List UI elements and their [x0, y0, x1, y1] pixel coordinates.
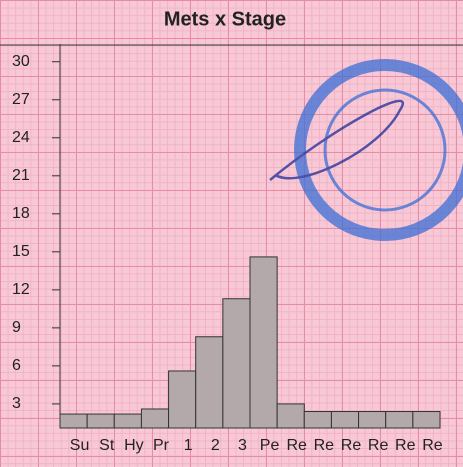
- bar: [385, 411, 414, 429]
- bar: [412, 411, 441, 429]
- x-tick-label: Re: [395, 437, 416, 454]
- bar: [195, 336, 224, 429]
- y-tick-label: 6: [12, 357, 21, 374]
- x-tick-label: Hy: [124, 437, 144, 454]
- y-tick-label: 21: [12, 167, 30, 184]
- bar: [330, 411, 360, 429]
- x-tick-label: Re: [422, 437, 443, 454]
- stamp: [269, 59, 463, 241]
- bar: [59, 413, 88, 429]
- bar: [249, 256, 278, 429]
- y-tick-label: 30: [12, 53, 30, 70]
- x-tick-label: Su: [70, 437, 90, 454]
- x-tick-label: Re: [368, 437, 389, 454]
- x-tick-label: Re: [286, 437, 307, 454]
- x-tick-label: Pr: [153, 437, 170, 454]
- bar: [168, 370, 197, 429]
- x-tick-label: 2: [211, 437, 220, 454]
- bar: [303, 411, 332, 429]
- bar: [222, 298, 251, 429]
- bar: [140, 408, 170, 429]
- x-tick-label: Pe: [260, 437, 280, 454]
- y-tick-label: 9: [12, 319, 21, 336]
- y-tick-label: 27: [12, 91, 30, 108]
- bar: [113, 413, 142, 429]
- y-tick-label: 3: [12, 395, 21, 412]
- bar: [86, 413, 115, 429]
- x-tick-label: St: [99, 437, 115, 454]
- x-tick-label: 1: [184, 437, 193, 454]
- x-tick-label: Re: [314, 437, 335, 454]
- bar: [276, 403, 305, 429]
- bar: [358, 411, 387, 429]
- y-tick-label: 12: [12, 281, 30, 298]
- y-tick-label: 24: [12, 129, 30, 146]
- x-tick-label: 3: [238, 437, 247, 454]
- x-tick-label: Re: [341, 437, 362, 454]
- y-tick-label: 15: [12, 243, 30, 260]
- y-tick-label: 18: [12, 205, 30, 222]
- chart-title: Mets x Stage: [164, 8, 286, 30]
